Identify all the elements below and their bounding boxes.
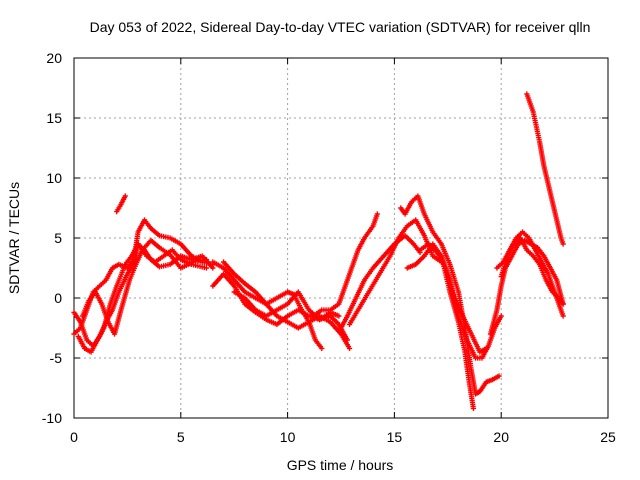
data-point (319, 345, 325, 351)
x-tick-label: 10 (280, 429, 296, 445)
x-tick-label: 5 (177, 429, 185, 445)
x-tick-label: 25 (600, 429, 616, 445)
y-tick-label: -5 (50, 350, 63, 366)
data-point (560, 301, 566, 307)
y-axis-label: SDTVAR / TECUs (6, 182, 22, 294)
series-track-k (338, 233, 423, 331)
axis-ticks: 0 5 10 15 20 25 -10 -5 0 5 10 15 20 (42, 50, 616, 445)
series-track-a (71, 217, 216, 337)
data-point (560, 241, 566, 247)
data-point (210, 265, 216, 271)
y-tick-label: 0 (54, 290, 62, 306)
series-track-j (310, 211, 380, 319)
data-point (203, 265, 210, 271)
x-tick-label: 0 (70, 429, 78, 445)
x-axis-label: GPS time / hours (287, 457, 394, 473)
series-track-d (79, 237, 210, 337)
series-track-i (231, 289, 342, 323)
y-tick-label: 15 (46, 110, 62, 126)
series-track-l (346, 217, 444, 327)
series-track-e (114, 193, 128, 215)
data-point (498, 313, 504, 319)
data-point (374, 211, 380, 217)
data-point (336, 313, 342, 319)
series-track-o (417, 241, 489, 355)
y-tick-label: 5 (54, 230, 62, 246)
data-marks (71, 91, 566, 411)
data-point (496, 373, 502, 379)
x-tick-label: 15 (387, 429, 403, 445)
series-track-s (498, 235, 566, 307)
data-point (203, 257, 210, 263)
series-track-p (430, 245, 504, 361)
data-point (560, 313, 566, 319)
series-track-t (524, 91, 566, 247)
data-point (470, 405, 477, 411)
grid-lines (74, 58, 608, 418)
data-point (346, 345, 353, 351)
series-track-c (75, 241, 210, 355)
y-tick-label: 10 (46, 170, 62, 186)
x-tick-label: 20 (493, 429, 509, 445)
chart-title: Day 053 of 2022, Sidereal Day-to-day VTE… (90, 19, 591, 35)
data-point (122, 193, 128, 199)
y-tick-label: -10 (42, 410, 62, 426)
y-tick-label: 20 (46, 50, 62, 66)
